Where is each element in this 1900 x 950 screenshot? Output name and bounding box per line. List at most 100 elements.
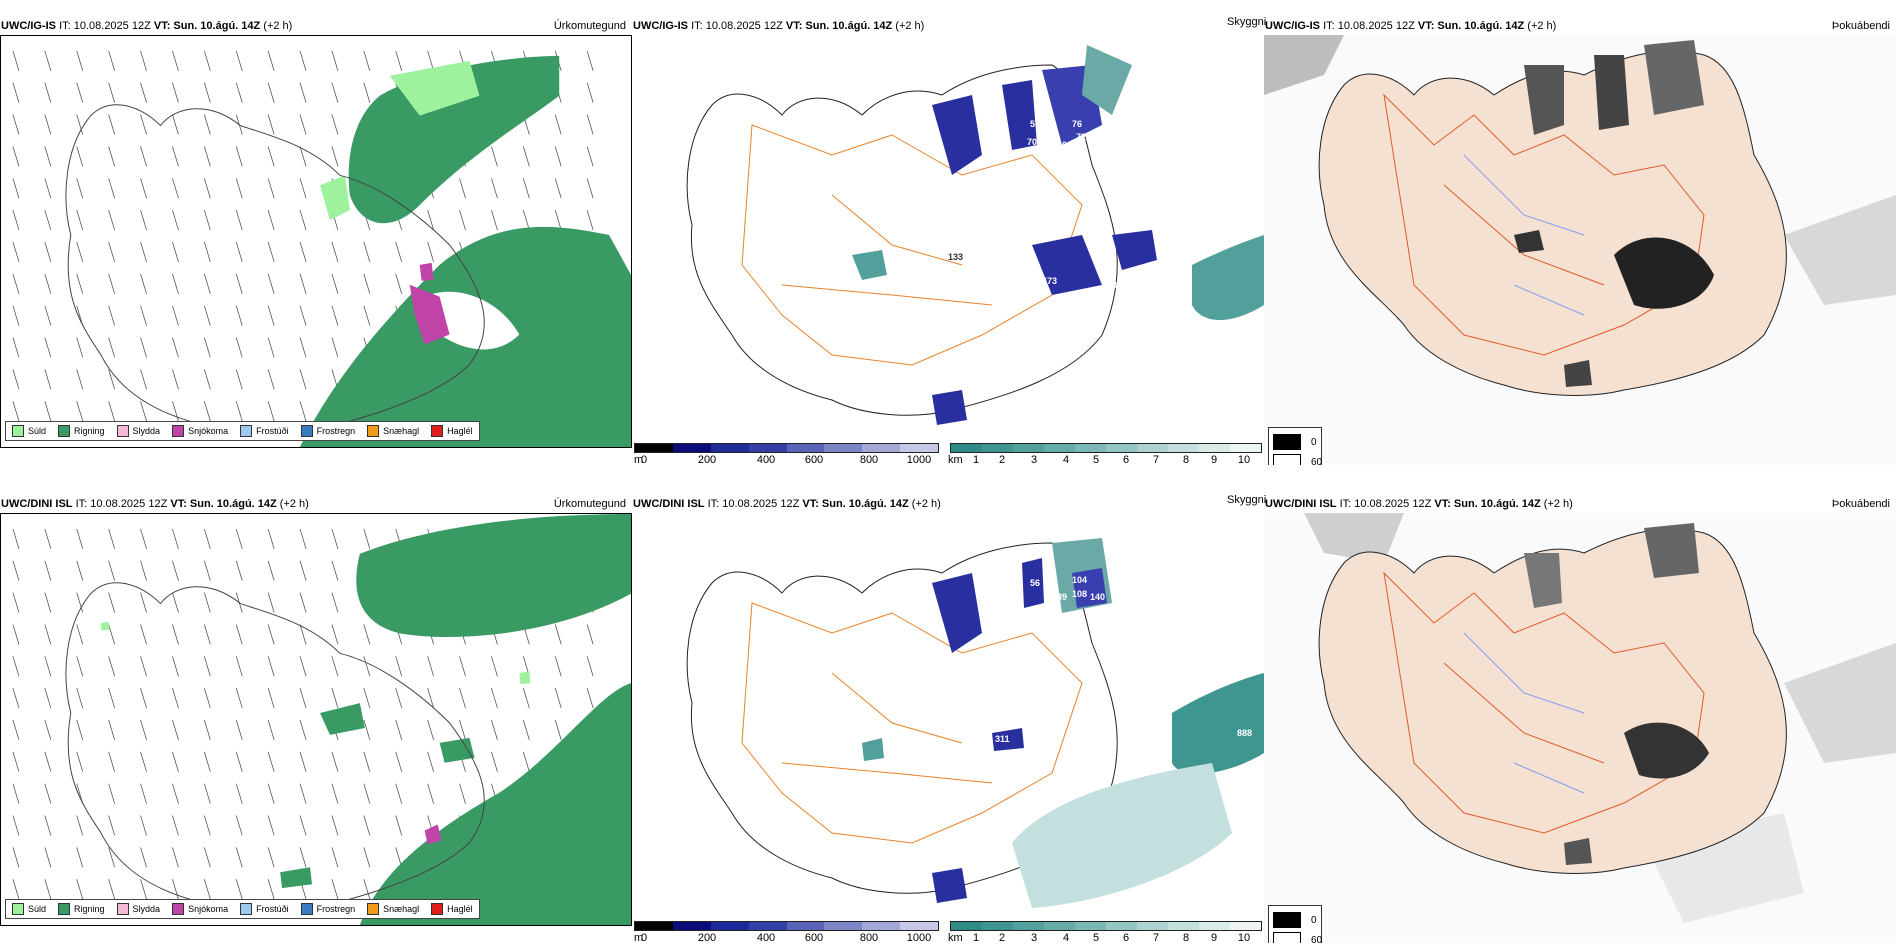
wind-barb	[235, 369, 243, 390]
wind-barb	[267, 592, 275, 613]
wind-barb	[235, 751, 243, 772]
wind-barb	[491, 719, 498, 741]
visibility-tick: 4	[1062, 932, 1070, 944]
wind-barb	[12, 528, 20, 549]
wind-barb	[12, 719, 20, 741]
legend-swatch	[58, 903, 71, 915]
fog-legend-swatch	[1273, 932, 1301, 943]
wind-barb	[554, 146, 562, 167]
fog-map[interactable]: 0 60	[1264, 35, 1896, 465]
visibility-colorbar: km 1 2 3 4 5 6 7 8 9 10	[948, 921, 1262, 944]
wind-barb	[12, 241, 20, 263]
wind-barb	[172, 82, 179, 103]
ceiling-colorbar: m 0 200 400 600 800 1000	[634, 921, 939, 944]
wind-barb	[203, 688, 211, 709]
wind-barb	[267, 210, 275, 231]
visibility-colorbar-strip	[950, 443, 1262, 453]
wind-barb	[267, 783, 275, 804]
legend-label: Snjókoma	[188, 426, 229, 436]
wind-barb	[76, 624, 84, 645]
wind-barb	[44, 146, 52, 167]
ceiling-tick: 800	[859, 454, 879, 466]
valid-time-label: VT:	[153, 20, 171, 32]
legend-swatch	[431, 425, 444, 437]
ceiling-label: 311	[995, 734, 1010, 744]
wind-barb	[76, 210, 84, 231]
ceiling-label: 133	[948, 252, 963, 262]
legend-item: Rigning	[58, 903, 105, 915]
wind-barb	[331, 592, 339, 613]
wind-barb	[299, 401, 307, 422]
wind-barb	[299, 146, 307, 167]
wind-barb	[140, 847, 147, 868]
wind-barb	[108, 146, 116, 167]
wind-barb	[108, 210, 116, 231]
visibility-tick: 10	[1237, 932, 1251, 944]
visibility-tick: 4	[1062, 454, 1070, 466]
wind-barb	[203, 815, 211, 836]
ceiling-colorbar-ticks: m 0 200 400 600 800 1000	[634, 453, 939, 466]
wind-barb	[76, 114, 84, 135]
visibility-tick: 9	[1210, 454, 1218, 466]
wind-barb	[76, 82, 84, 103]
wind-barb	[459, 783, 466, 804]
wind-barb	[299, 624, 307, 645]
wind-barb	[140, 879, 147, 900]
ceiling-map[interactable]: 56 104 108 140 70 39 311 888	[632, 513, 1264, 913]
legend-swatch	[300, 903, 313, 915]
fog-map-svg	[1264, 513, 1896, 943]
wind-barb	[76, 656, 84, 677]
wind-barb	[267, 751, 275, 772]
precip-map[interactable]: Súld Rigning Slydda Snjókoma Frostúði Fr…	[0, 513, 632, 926]
wind-barb	[172, 688, 179, 709]
valid-time: Sun. 10.ágú. 14Z	[805, 20, 893, 32]
lead-time: (+2 h)	[1543, 498, 1573, 510]
wind-barb	[172, 50, 179, 71]
ceiling-map[interactable]: 70 51 76 72 101 39 93 473 479 247 312 13…	[632, 35, 1264, 435]
wind-barb	[267, 337, 275, 358]
wind-barb	[267, 273, 275, 294]
ceiling-label: 101	[1057, 140, 1072, 150]
legend-label: Slydda	[132, 904, 161, 914]
legend-item: Snjókoma	[172, 425, 228, 437]
legend-swatch	[116, 425, 129, 437]
wind-barb	[235, 273, 243, 294]
fog-map[interactable]: 0 60	[1264, 513, 1896, 943]
wind-barb	[522, 146, 530, 167]
wind-barb	[203, 719, 211, 741]
wind-barb	[172, 783, 179, 804]
wind-barb	[235, 401, 243, 422]
ceiling-tick: 1000	[906, 454, 932, 466]
fog-legend-label: 60	[1311, 934, 1323, 944]
wind-barb	[586, 688, 594, 709]
wind-barb	[299, 178, 307, 199]
wind-barb	[44, 847, 52, 868]
wind-barb	[395, 241, 403, 263]
visibility-unit: km	[948, 454, 963, 466]
legend-item: Haglél	[431, 425, 473, 437]
wind-barb	[76, 879, 84, 900]
ceiling-value-labels: 56 104 108 140 70 39 311 888	[995, 575, 1252, 744]
legend-item: Slydda	[116, 903, 161, 915]
legend-item: Frostúði	[240, 903, 289, 915]
wind-barb	[331, 82, 339, 103]
wind-barb	[586, 178, 594, 199]
wind-barb	[172, 592, 179, 613]
wind-barb	[12, 337, 20, 358]
wind-barb	[12, 656, 20, 677]
wind-barb	[44, 50, 52, 71]
precip-map[interactable]: Súld Rigning Slydda Snjókoma Frostúði Fr…	[0, 35, 632, 448]
wind-barb	[172, 656, 179, 677]
wind-barb	[203, 783, 211, 804]
precip-type-legend: Súld Rigning Slydda Snjókoma Frostúði Fr…	[5, 899, 480, 919]
wind-barb	[12, 751, 20, 772]
wind-barb	[331, 688, 339, 709]
legend-label: Súld	[28, 904, 47, 914]
wind-barb	[363, 783, 371, 804]
wind-barb	[459, 719, 466, 741]
fog-legend-swatch	[1273, 454, 1301, 465]
wind-barb	[44, 82, 52, 103]
ceiling-panel-title: Skyggni	[1227, 494, 1267, 506]
wind-barb	[363, 815, 371, 836]
wind-barb	[203, 592, 211, 613]
